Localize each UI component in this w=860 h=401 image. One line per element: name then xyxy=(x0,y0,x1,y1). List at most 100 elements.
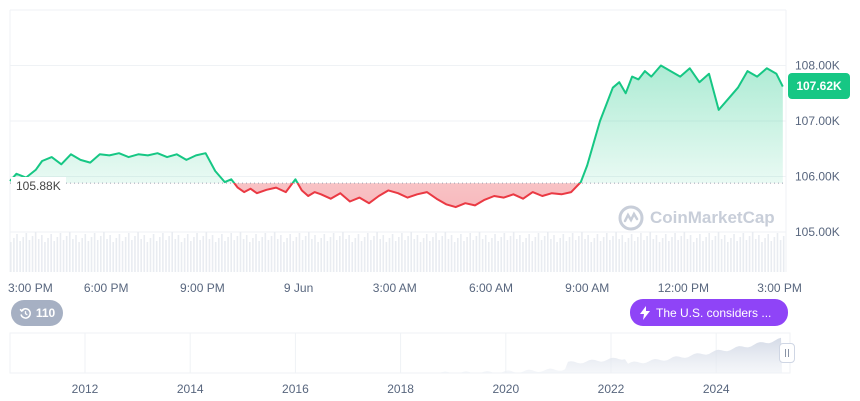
volume-bar xyxy=(593,238,596,272)
volume-bar xyxy=(388,238,391,272)
volume-bar xyxy=(581,232,583,272)
history-icon xyxy=(19,307,31,319)
volume-bar xyxy=(323,234,326,272)
volume-bar xyxy=(224,241,226,272)
volume-bar xyxy=(643,240,645,272)
volume-bar xyxy=(53,241,56,272)
volume-bar xyxy=(103,232,105,272)
volume-bar xyxy=(627,238,630,272)
volume-bar xyxy=(93,233,96,272)
volume-bar xyxy=(730,238,732,272)
volume-bar xyxy=(540,240,543,272)
volume-bar xyxy=(121,241,124,272)
volume-bar xyxy=(720,239,723,272)
volume-bar xyxy=(488,242,490,272)
volume-bar xyxy=(453,242,456,272)
volume-bar xyxy=(329,237,332,272)
x-tick-label: 9:00 PM xyxy=(180,281,225,295)
volume-bar xyxy=(624,242,627,272)
volume-bar xyxy=(304,236,307,272)
volume-bar xyxy=(531,241,534,272)
coinmarketcap-watermark: CoinMarketCap xyxy=(618,205,775,231)
volume-bar xyxy=(767,234,769,272)
volume-bar xyxy=(65,236,68,272)
navigator-year-label: 2012 xyxy=(72,382,99,396)
volume-bar xyxy=(252,238,254,272)
volume-bar xyxy=(658,242,661,272)
navigator-chart[interactable] xyxy=(9,332,791,374)
volume-bar xyxy=(335,240,338,272)
volume-bar xyxy=(515,239,518,272)
volume-bar xyxy=(714,236,717,272)
volume-bar xyxy=(47,238,49,272)
volume-bar xyxy=(28,240,31,272)
volume-bar xyxy=(484,235,487,272)
volume-bar xyxy=(553,235,555,272)
volume-bar xyxy=(422,238,425,272)
x-tick-label: 6:00 AM xyxy=(469,281,513,295)
volume-bar xyxy=(398,237,400,272)
volume-bar xyxy=(671,237,673,272)
volume-bar xyxy=(727,242,729,272)
volume-bar xyxy=(317,242,319,272)
volume-bar xyxy=(410,232,413,272)
volume-bar xyxy=(149,238,152,272)
volume-bar xyxy=(233,240,236,272)
navigator-year-label: 2024 xyxy=(703,382,730,396)
volume-bar xyxy=(370,240,372,272)
volume-bar xyxy=(407,236,409,272)
news-event-pill[interactable]: The U.S. considers ... xyxy=(630,299,788,326)
x-tick-label: 12:00 PM xyxy=(658,281,709,295)
volume-bar xyxy=(416,235,419,272)
volume-bar xyxy=(699,234,701,272)
volume-bar xyxy=(534,237,537,272)
volume-bar xyxy=(543,236,546,272)
volume-bar xyxy=(230,233,232,272)
volume-bar xyxy=(245,235,248,272)
volume-bar xyxy=(754,239,757,272)
volume-bar xyxy=(183,238,186,272)
volume-bar xyxy=(605,233,608,272)
volume-bar xyxy=(633,241,636,272)
volume-bar xyxy=(748,236,751,272)
volume-bar xyxy=(438,240,440,272)
history-badge[interactable]: 110 xyxy=(11,300,63,326)
volume-bar xyxy=(717,232,720,272)
volume-bar xyxy=(615,232,617,272)
volume-bar xyxy=(208,239,211,272)
y-tick-label: 107.00K xyxy=(795,114,840,128)
volume-bar xyxy=(500,237,503,272)
volume-bar xyxy=(270,236,273,272)
volume-bar xyxy=(357,234,360,272)
volume-bar xyxy=(44,242,46,272)
navigator-year-label: 2016 xyxy=(282,382,309,396)
volume-bar xyxy=(339,236,341,272)
volume-bar xyxy=(466,237,468,272)
volume-bar xyxy=(512,232,515,272)
volume-bar xyxy=(16,234,18,272)
volume-bar xyxy=(661,238,664,272)
volume-bar xyxy=(562,234,565,272)
volume-bar xyxy=(602,237,605,272)
volume-bar xyxy=(276,239,279,272)
volume-bar xyxy=(78,242,80,272)
volume-bar xyxy=(711,240,714,272)
volume-bar xyxy=(469,233,471,272)
volume-bar xyxy=(723,235,726,272)
volume-bar xyxy=(565,241,568,272)
navigator-handle[interactable] xyxy=(779,343,795,363)
volume-bar xyxy=(425,234,428,272)
volume-bar xyxy=(348,235,350,272)
volume-bar xyxy=(177,235,180,272)
volume-bar xyxy=(249,242,251,272)
volume-bar xyxy=(385,242,388,272)
volume-bar xyxy=(590,242,593,272)
volume-bar xyxy=(255,234,257,272)
volume-bar xyxy=(447,239,450,272)
volume-bar xyxy=(537,233,540,272)
volume-bar xyxy=(165,240,167,272)
volume-bar xyxy=(31,236,34,272)
volume-bar xyxy=(258,241,260,272)
lightning-icon xyxy=(640,305,650,320)
